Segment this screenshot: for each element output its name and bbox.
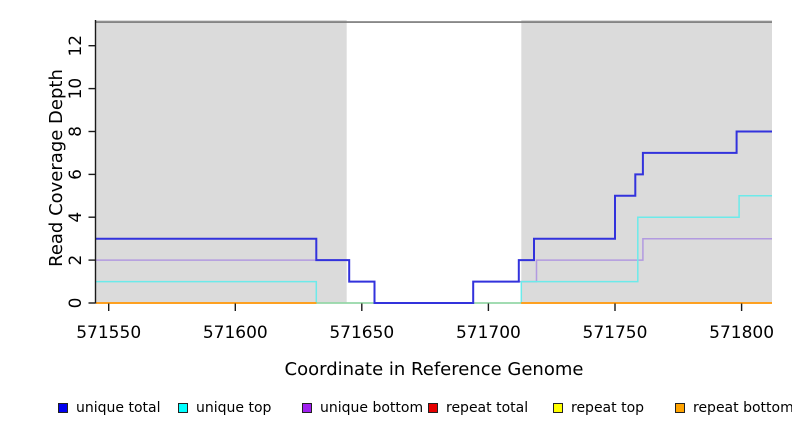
y-axis-title: Read Coverage Depth [46,69,67,267]
legend-label-repeat-bottom: repeat bottom [693,400,792,416]
y-tick-label: 6 [66,169,86,180]
legend-item-repeat-top: repeat top [553,398,644,418]
legend-swatch-unique-top [178,403,188,413]
y-tick-label: 0 [66,298,86,309]
series-unique-total-line [96,130,772,304]
shaded-region [521,20,772,303]
series-unique-top-line [96,195,772,304]
coverage-plot: 0 2 4 6 8 10 12 571550 571600 571650 571700 571750 5… [66,20,774,343]
y-tick-label: 4 [66,212,86,223]
legend-item-repeat-bottom: repeat bottom [675,398,792,418]
legend-swatch-repeat-bottom [675,403,685,413]
legend-swatch-unique-total [58,403,68,413]
x-axis-title: Coordinate in Reference Genome [284,359,584,380]
legend-label-unique-bottom: unique bottom [320,400,424,416]
legend-item-unique-total: unique total [58,398,160,418]
x-tick-label: 571800 [709,323,774,343]
x-tick-label: 571600 [203,323,268,343]
x-tick-label: 571750 [583,323,648,343]
x-tick-label: 571700 [456,323,521,343]
legend-label-repeat-top: repeat top [571,400,645,416]
y-tick-label: 12 [66,35,86,57]
legend-item-unique-bottom: unique bottom [302,398,423,418]
y-tick-label: 8 [66,126,86,137]
y-tick-label: 2 [66,255,86,266]
y-tick-label: 10 [66,78,86,100]
x-tick-label: 571550 [76,323,141,343]
legend-swatch-repeat-top [553,403,563,413]
legend-item-unique-top: unique top [178,398,271,418]
legend-swatch-unique-bottom [302,403,312,413]
legend-label-unique-top: unique top [196,400,272,416]
legend-label-repeat-total: repeat total [446,400,529,416]
legend-label-unique-total: unique total [76,400,161,416]
shaded-region [96,20,347,303]
x-tick-label: 571650 [329,323,394,343]
legend-swatch-repeat-total [428,403,438,413]
legend-item-repeat-total: repeat total [428,398,528,418]
